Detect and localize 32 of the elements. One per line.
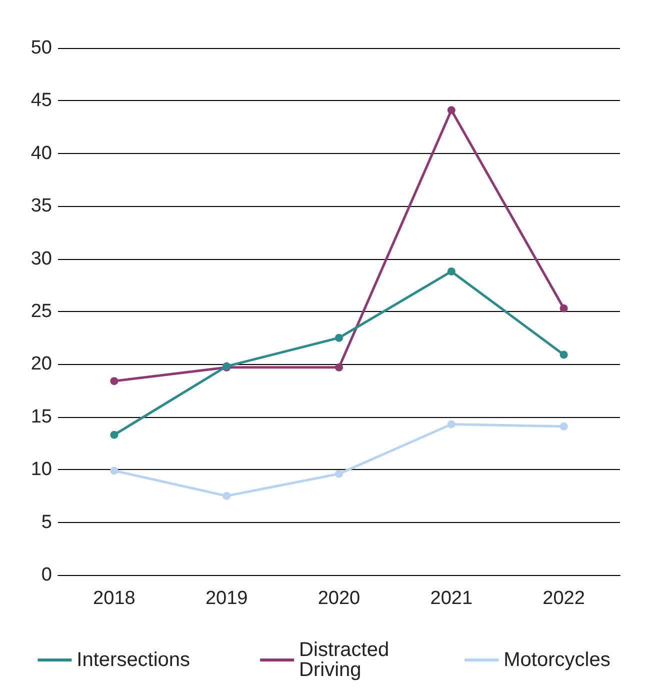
y-tick-label: 5: [41, 512, 52, 533]
x-tick-label: 2022: [542, 588, 585, 609]
y-tick-label: 40: [30, 142, 52, 164]
point: [335, 470, 343, 478]
point: [110, 377, 118, 386]
y-tick-label: 35: [30, 196, 52, 217]
point: [560, 422, 568, 430]
x-tick-label: 2018: [93, 588, 136, 609]
point: [110, 466, 118, 475]
legend-label: Distracted Driving: [299, 639, 395, 681]
y-tick-label: 0: [41, 564, 52, 586]
point: [560, 350, 568, 359]
point: [335, 334, 343, 342]
y-tick-label: 15: [30, 406, 52, 428]
y-tick-label: 20: [30, 354, 52, 375]
y-tick-label: 50: [30, 38, 52, 58]
x-tick-label: 2021: [430, 588, 473, 609]
x-tick-label: 2019: [205, 588, 248, 609]
point: [110, 430, 118, 439]
x-tick-label: 2020: [318, 588, 360, 609]
legend-label: Intersections: [76, 649, 190, 671]
point: [222, 492, 231, 500]
legend-label: Motorcycles: [504, 649, 610, 671]
point: [560, 304, 568, 312]
y-tick-label: 10: [30, 459, 52, 480]
point: [447, 420, 456, 428]
point: [335, 363, 343, 372]
y-tick-label: 45: [30, 90, 52, 112]
y-tick-label: 30: [30, 248, 52, 270]
y-tick-label: 25: [30, 301, 52, 322]
point: [447, 106, 456, 114]
point: [447, 267, 456, 276]
